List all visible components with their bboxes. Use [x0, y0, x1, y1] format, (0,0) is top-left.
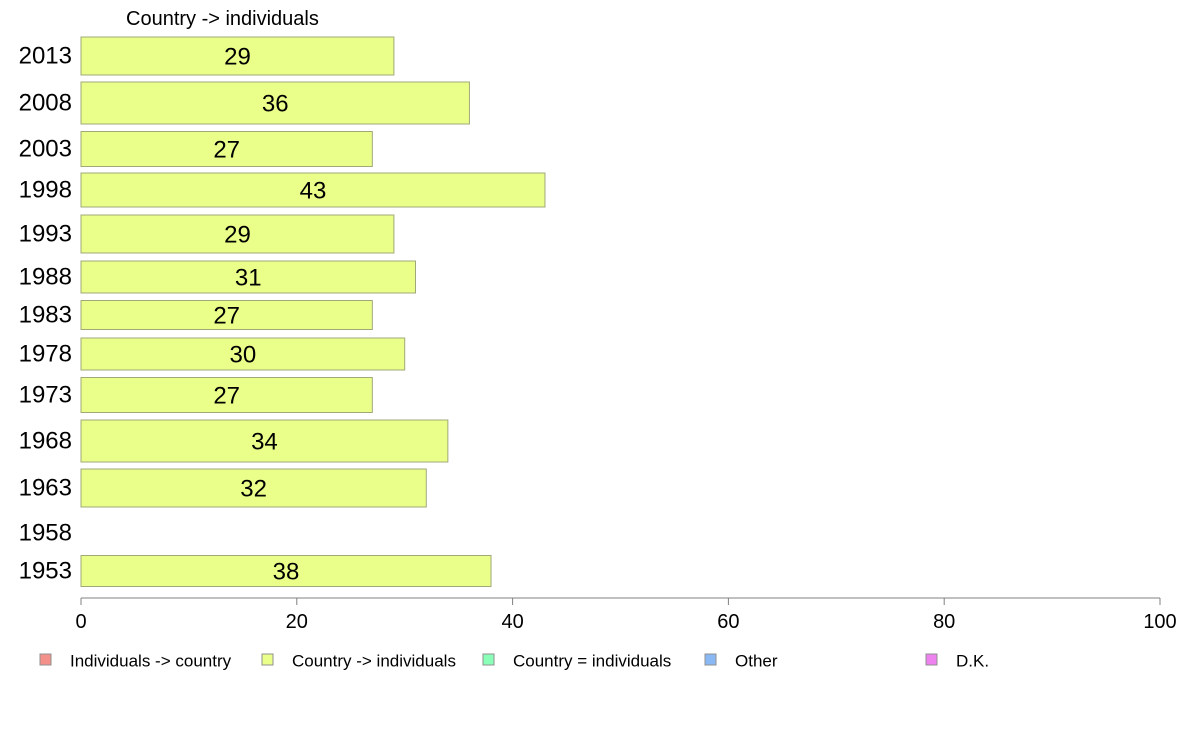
- bar: [80, 260, 416, 294]
- x-tick-label: 60: [717, 611, 739, 633]
- legend-swatch: [482, 653, 495, 666]
- category-label: 1958: [19, 520, 72, 547]
- x-tick-label: 100: [1143, 611, 1176, 633]
- category-label: 1953: [19, 558, 72, 585]
- bar: [80, 555, 492, 587]
- data-label: 30: [229, 342, 256, 369]
- data-label: 34: [251, 429, 278, 456]
- data-label: 36: [262, 91, 289, 118]
- x-axis: 0 20 40 60 80 100: [75, 597, 1177, 633]
- x-tick-label: 20: [286, 611, 308, 633]
- category-label: 1998: [19, 177, 72, 204]
- legend-swatch: [261, 653, 274, 666]
- legend-swatch: [39, 653, 52, 666]
- legend-label: Other: [735, 652, 778, 671]
- legend-label: D.K.: [956, 652, 989, 671]
- legend: Individuals -> country Country -> individ…: [39, 652, 989, 671]
- category-label: 2008: [19, 90, 72, 117]
- legend-swatch: [704, 653, 717, 666]
- legend-label: Country -> individuals: [292, 652, 456, 671]
- category-label: 1978: [19, 341, 72, 368]
- data-label: 29: [224, 44, 251, 71]
- category-label: 1983: [19, 302, 72, 329]
- data-label: 31: [235, 265, 262, 292]
- bar: [80, 337, 406, 371]
- legend-label: Individuals -> country: [70, 652, 232, 671]
- bar: [80, 36, 395, 76]
- category-label: 1988: [19, 264, 72, 291]
- bar: [80, 131, 373, 167]
- legend-swatch: [925, 653, 938, 666]
- data-label: 27: [213, 137, 240, 164]
- bar: [80, 419, 449, 463]
- data-label: 43: [300, 178, 327, 205]
- category-label: 2003: [19, 136, 72, 163]
- x-tick-label: 40: [501, 611, 523, 633]
- legend-label: Country = individuals: [513, 652, 671, 671]
- bar: [80, 172, 546, 208]
- bar: [80, 214, 395, 254]
- category-label: 1973: [19, 382, 72, 409]
- data-label: 38: [273, 559, 300, 586]
- data-label: 27: [213, 303, 240, 330]
- data-label: 29: [224, 222, 251, 249]
- bars-group: 2013 29 2008 36 2003 27 1998 43 1993 29 1988 31 1983…: [19, 36, 546, 587]
- series-title: Country -> individuals: [126, 8, 319, 30]
- bar: [80, 81, 470, 125]
- x-tick-label: 80: [933, 611, 955, 633]
- data-label: 27: [213, 383, 240, 410]
- x-tick-label: 0: [75, 611, 86, 633]
- bar: [80, 468, 427, 508]
- bar: [80, 377, 373, 413]
- category-label: 1963: [19, 475, 72, 502]
- category-label: 1968: [19, 428, 72, 455]
- category-label: 2013: [19, 43, 72, 70]
- bar: [80, 300, 373, 330]
- data-label: 32: [240, 476, 267, 503]
- category-label: 1993: [19, 221, 72, 248]
